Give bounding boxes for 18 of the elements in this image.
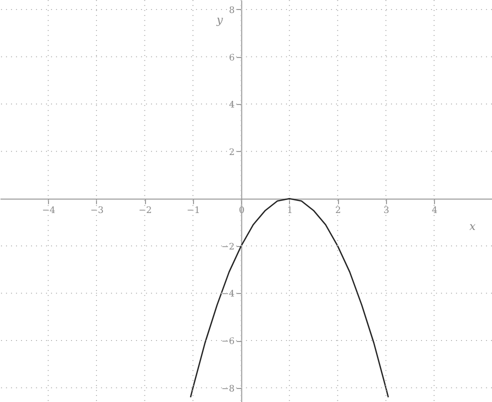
y-axis-title: y [216,14,224,26]
y-tick-label: −4 [221,290,235,300]
x-tick-label: −1 [186,206,200,216]
x-tick-label: −4 [42,206,56,216]
y-tick-label: 2 [228,148,235,158]
x-axis-title: x [469,220,476,234]
x-tick-label: −3 [90,206,104,216]
x-tick-label: 3 [384,206,390,216]
line-series [190,198,389,398]
x-tick-label: 1 [287,206,293,216]
y-tick-label: −2 [221,242,235,252]
y-tick-label: −8 [221,384,235,394]
x-tick-label: 2 [335,206,342,216]
y-tick-label: 4 [228,100,235,111]
y-tick-label: −6 [221,337,235,348]
x-tick-label: 4 [432,206,438,216]
x-tick-label: −2 [138,206,152,216]
y-tick-label: 6 [228,53,235,64]
